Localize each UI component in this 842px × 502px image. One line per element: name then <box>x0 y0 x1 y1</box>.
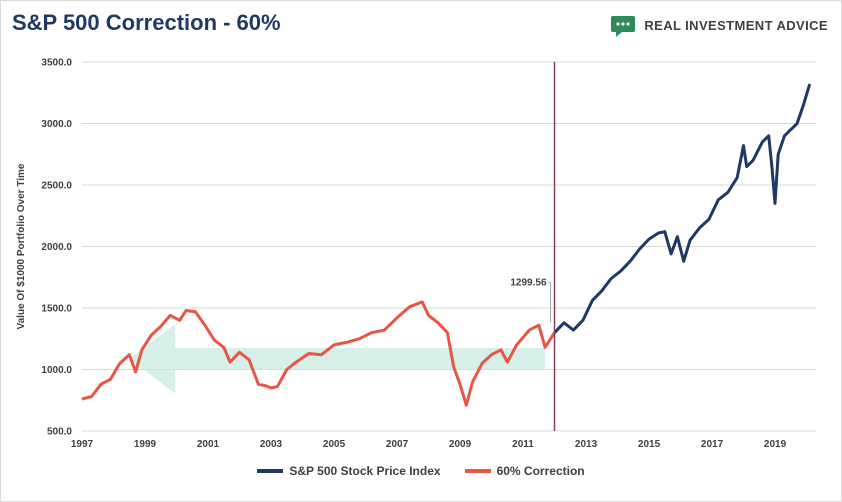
gridlines <box>82 61 816 432</box>
x-tick-label: 2011 <box>512 439 534 450</box>
arrow-overlay <box>129 323 546 394</box>
brand-logo: REAL INVESTMENT ADVICE <box>610 12 828 38</box>
annotation-label: 1299.56 <box>510 278 547 289</box>
y-tick-label: 2000.0 <box>41 242 72 253</box>
y-tick-label: 500.0 <box>47 427 72 438</box>
page-title: S&P 500 Correction - 60% <box>12 10 281 35</box>
y-tick-label: 3500.0 <box>41 58 72 69</box>
x-tick-label: 2019 <box>764 439 787 450</box>
x-tick-label: 1997 <box>71 439 94 450</box>
y-tick-label: 1500.0 <box>41 304 72 315</box>
y-axis-ticks: 500.0 1000.0 1500.0 2000.0 2500.0 3000.0 3500.… <box>41 58 72 438</box>
x-tick-label: 1999 <box>134 439 157 450</box>
series-group <box>81 83 812 407</box>
brand-name: REAL INVESTMENT ADVICE <box>644 17 828 33</box>
x-tick-label: 2007 <box>386 439 409 450</box>
legend-label-sp500: S&P 500 Stock Price Index <box>289 464 441 478</box>
y-tick-label: 3000.0 <box>41 119 72 130</box>
y-tick-label: 1000.0 <box>41 365 72 376</box>
x-tick-label: 2001 <box>197 439 220 450</box>
x-tick-label: 2003 <box>260 439 283 450</box>
chat-bubble-icon <box>611 16 636 37</box>
x-tick-label: 2009 <box>449 439 472 450</box>
legend-item-sp500: S&P 500 Stock Price Index <box>257 464 441 478</box>
arrow-shape <box>129 323 546 394</box>
legend: S&P 500 Stock Price Index 60% Correction <box>0 464 842 478</box>
x-tick-label: 2015 <box>638 439 661 450</box>
legend-label-correction: 60% Correction <box>496 464 585 478</box>
annotation-group: 1299.56 <box>510 278 552 323</box>
legend-item-correction: 60% Correction <box>464 464 585 478</box>
legend-swatch-correction <box>464 469 491 473</box>
x-axis-ticks: 1997 1999 2001 2003 2005 2007 2009 2011 2013 2015… <box>71 439 787 450</box>
annotation-leader <box>548 282 552 323</box>
legend-swatch-sp500 <box>257 469 284 473</box>
y-tick-label: 2500.0 <box>41 181 72 192</box>
series-line-sp500 <box>553 83 812 334</box>
x-tick-label: 2005 <box>323 439 346 450</box>
y-axis-label: Value Of $1000 Portfolio Over Time <box>16 163 27 329</box>
x-tick-label: 2013 <box>575 439 598 450</box>
series-line-correction <box>81 300 556 407</box>
x-tick-label: 2017 <box>701 439 724 450</box>
